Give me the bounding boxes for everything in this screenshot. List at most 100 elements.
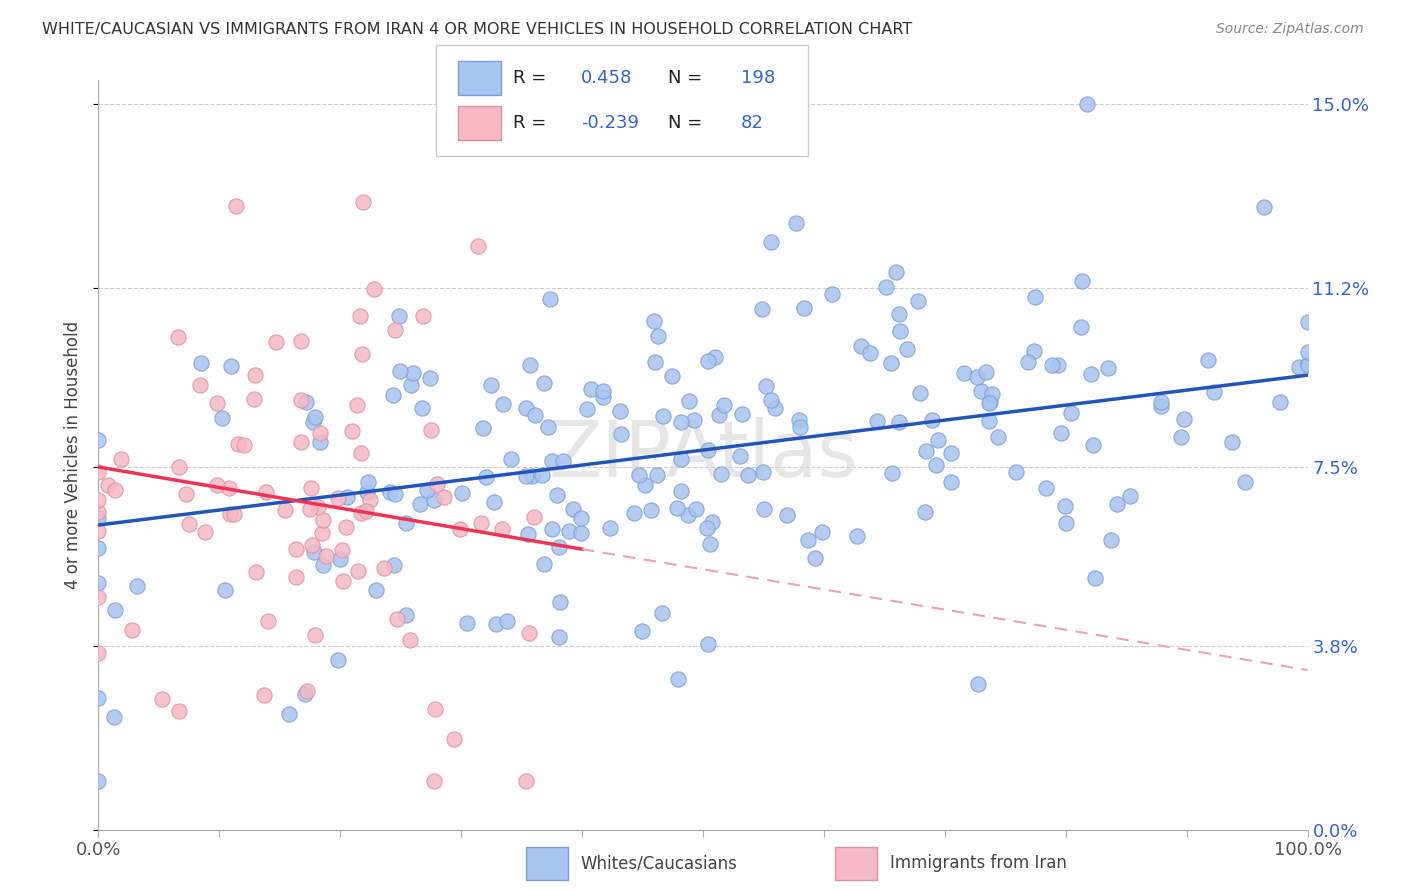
Point (312, 558, 335, 572)
Point (449, 522, 471, 536)
Point (479, 377, 502, 392)
Point (1040, 358, 1063, 372)
Point (696, 637, 718, 651)
Point (419, 371, 441, 385)
Point (87, 434, 110, 448)
Point (87, 505, 110, 519)
Point (467, 239, 489, 253)
Point (699, 537, 721, 551)
Point (219, 507, 242, 521)
Point (205, 478, 228, 492)
Point (921, 413, 943, 427)
Point (666, 501, 689, 516)
Point (103, 710, 125, 724)
Point (685, 502, 707, 516)
Point (980, 387, 1002, 401)
Point (1296, 344, 1319, 359)
Point (87, 591, 110, 605)
Point (683, 412, 706, 426)
Point (776, 508, 799, 522)
Text: ZIPAtlas: ZIPAtlas (548, 417, 858, 493)
Point (243, 368, 266, 382)
Point (569, 526, 592, 541)
Point (243, 392, 266, 406)
Point (1296, 315, 1319, 329)
Point (388, 309, 411, 323)
Point (643, 314, 665, 328)
Point (1049, 425, 1071, 440)
Point (540, 522, 562, 536)
Point (540, 454, 562, 468)
Point (346, 398, 368, 412)
Point (335, 519, 357, 533)
Point (1076, 97, 1098, 112)
Point (880, 466, 903, 480)
Point (953, 366, 976, 380)
Point (789, 420, 811, 434)
Point (443, 731, 465, 746)
Point (395, 516, 418, 530)
Point (915, 443, 938, 458)
Point (533, 557, 555, 571)
Point (307, 500, 329, 515)
Point (1035, 481, 1057, 495)
Text: R =: R = (513, 69, 553, 87)
Text: 82: 82 (741, 114, 763, 132)
Text: -0.239: -0.239 (581, 114, 638, 132)
Point (425, 702, 447, 716)
Point (644, 355, 666, 369)
Point (523, 510, 546, 524)
Point (411, 401, 433, 416)
Point (530, 467, 553, 482)
Point (1288, 359, 1310, 374)
Point (456, 615, 478, 630)
Point (87, 690, 110, 705)
Point (207, 396, 229, 410)
Point (558, 524, 581, 539)
Point (966, 370, 988, 384)
Point (485, 617, 508, 632)
Point (550, 595, 572, 609)
Point (87, 466, 110, 480)
Point (127, 579, 149, 593)
Point (880, 356, 903, 370)
Point (190, 355, 212, 369)
Text: R =: R = (513, 114, 553, 132)
Point (914, 505, 936, 519)
Point (987, 430, 1010, 444)
Point (218, 481, 240, 495)
Point (765, 401, 787, 416)
Point (378, 485, 401, 500)
Point (696, 521, 718, 535)
Point (304, 545, 326, 559)
Point (538, 292, 561, 306)
Point (710, 467, 733, 482)
Point (759, 393, 782, 408)
Point (548, 630, 571, 644)
Point (356, 484, 378, 499)
Point (1084, 571, 1107, 585)
Point (671, 451, 693, 466)
Point (308, 426, 330, 441)
Point (301, 538, 323, 552)
Point (1080, 367, 1102, 381)
Point (592, 384, 614, 399)
Point (226, 437, 249, 451)
Point (225, 198, 247, 212)
Point (298, 501, 321, 516)
Point (969, 384, 991, 398)
Point (517, 625, 540, 640)
Point (194, 524, 217, 539)
Point (678, 394, 700, 409)
Point (103, 603, 125, 617)
Point (731, 408, 754, 422)
Point (433, 491, 456, 505)
Point (610, 427, 633, 442)
Point (87, 576, 110, 591)
Point (257, 615, 280, 629)
Point (728, 450, 751, 464)
Point (87, 511, 110, 525)
Text: N =: N = (668, 69, 707, 87)
Point (472, 421, 495, 435)
Point (1053, 499, 1076, 513)
